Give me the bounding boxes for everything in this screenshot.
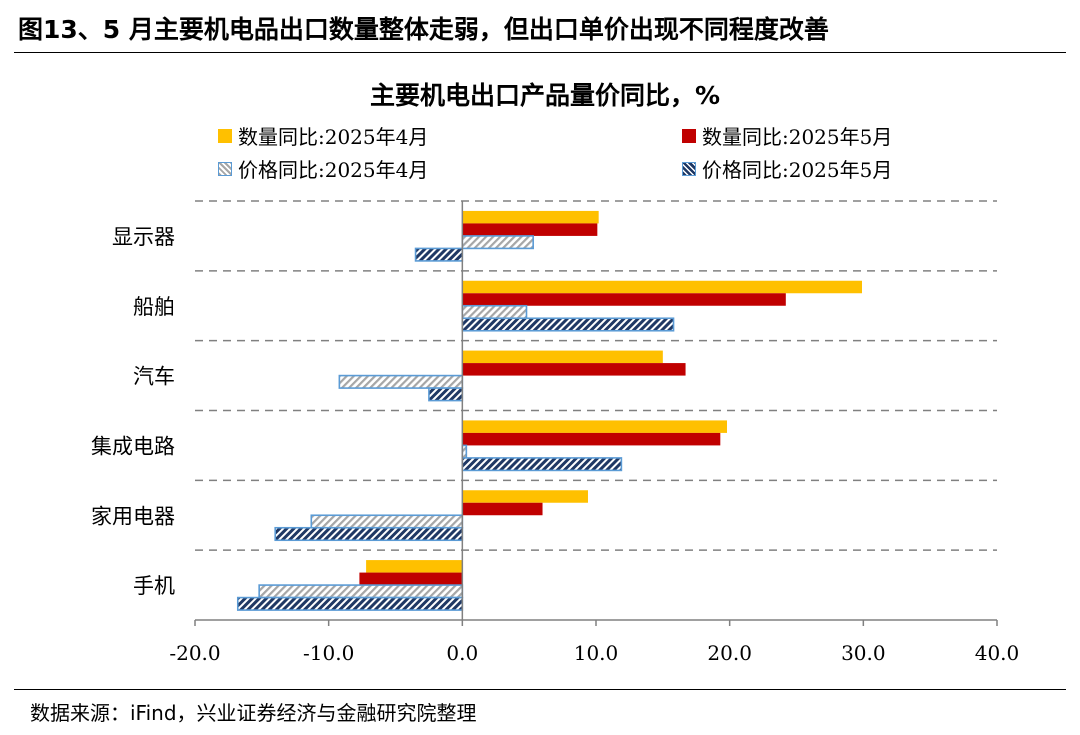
category-label: 显示器 bbox=[112, 225, 175, 249]
axes bbox=[194, 201, 998, 626]
category-label: 汽车 bbox=[133, 365, 175, 389]
bar-qty-apr bbox=[462, 490, 588, 503]
bar-price-may bbox=[414, 247, 464, 262]
legend-swatch-qty-may bbox=[682, 128, 696, 143]
bar-qty-apr bbox=[462, 420, 727, 433]
legend-swatch-price-apr bbox=[218, 161, 232, 176]
legend-swatch-price-may bbox=[682, 161, 696, 176]
bar-qty-apr bbox=[462, 210, 599, 224]
bar-qty-may bbox=[462, 432, 721, 446]
bar-price-may bbox=[274, 526, 464, 542]
category-label: 家用电器 bbox=[91, 504, 175, 528]
chart-title: 主要机电出口产品量价同比，% bbox=[370, 81, 720, 110]
legend-label-qty-apr: 数量同比:2025年4月 bbox=[238, 125, 429, 149]
bar-qty-may bbox=[462, 502, 543, 516]
bar-price-may bbox=[236, 596, 464, 611]
source-note: 数据来源：iFind，兴业证券经济与金融研究院整理 bbox=[30, 701, 477, 725]
figure-title: 图13、5 月主要机电品出口数量整体走弱，但出口单价出现不同程度改善 bbox=[18, 15, 829, 44]
legend-item-qty-may: 数量同比:2025年5月 bbox=[682, 121, 892, 150]
x-tick-label: 30.0 bbox=[841, 641, 886, 665]
x-tick-label: 40.0 bbox=[975, 641, 1020, 665]
legend-swatch-qty-apr bbox=[218, 128, 232, 143]
legend-label-price-apr: 价格同比:2025年4月 bbox=[238, 158, 429, 182]
legend-item-qty-apr: 数量同比:2025年4月 bbox=[218, 121, 428, 150]
bar-price-may bbox=[461, 317, 675, 332]
legend-item-price-may: 价格同比:2025年5月 bbox=[682, 154, 892, 183]
bars bbox=[236, 210, 862, 611]
legend-label-qty-may: 数量同比:2025年5月 bbox=[702, 125, 893, 149]
category-label: 船舶 bbox=[133, 295, 175, 319]
category-label: 集成电路 bbox=[91, 434, 175, 458]
bar-price-may bbox=[461, 457, 623, 472]
source-rule bbox=[14, 689, 1066, 690]
bar-qty-apr bbox=[462, 280, 862, 294]
bar-qty-apr bbox=[462, 350, 663, 364]
x-tick-label: 20.0 bbox=[707, 641, 752, 665]
x-tick-labels: -20.0 -10.0 0.0 10.0 20.0 30.0 40.0 bbox=[169, 641, 1019, 665]
bar-price-apr bbox=[310, 514, 464, 529]
bar-price-apr bbox=[461, 235, 534, 250]
legend-item-price-apr: 价格同比:2025年4月 bbox=[218, 154, 428, 183]
bar-qty-may bbox=[462, 223, 598, 236]
x-tick-label: 0.0 bbox=[446, 641, 478, 665]
x-tick-label: -20.0 bbox=[169, 641, 220, 665]
x-tick-label: 10.0 bbox=[574, 641, 619, 665]
bar-qty-may bbox=[359, 572, 463, 586]
bar-price-apr bbox=[338, 374, 464, 389]
bar-qty-may bbox=[462, 363, 686, 376]
title-rule bbox=[14, 52, 1066, 53]
bar-qty-may bbox=[462, 293, 786, 306]
bar-price-apr bbox=[258, 584, 464, 599]
category-separators bbox=[195, 200, 997, 551]
bar-qty-apr bbox=[366, 560, 463, 573]
x-tick-label: -10.0 bbox=[303, 641, 354, 665]
legend-label-price-may: 价格同比:2025年5月 bbox=[702, 158, 893, 182]
category-label: 手机 bbox=[133, 574, 175, 598]
bar-price-may bbox=[428, 387, 464, 402]
bar-price-apr bbox=[461, 304, 528, 320]
